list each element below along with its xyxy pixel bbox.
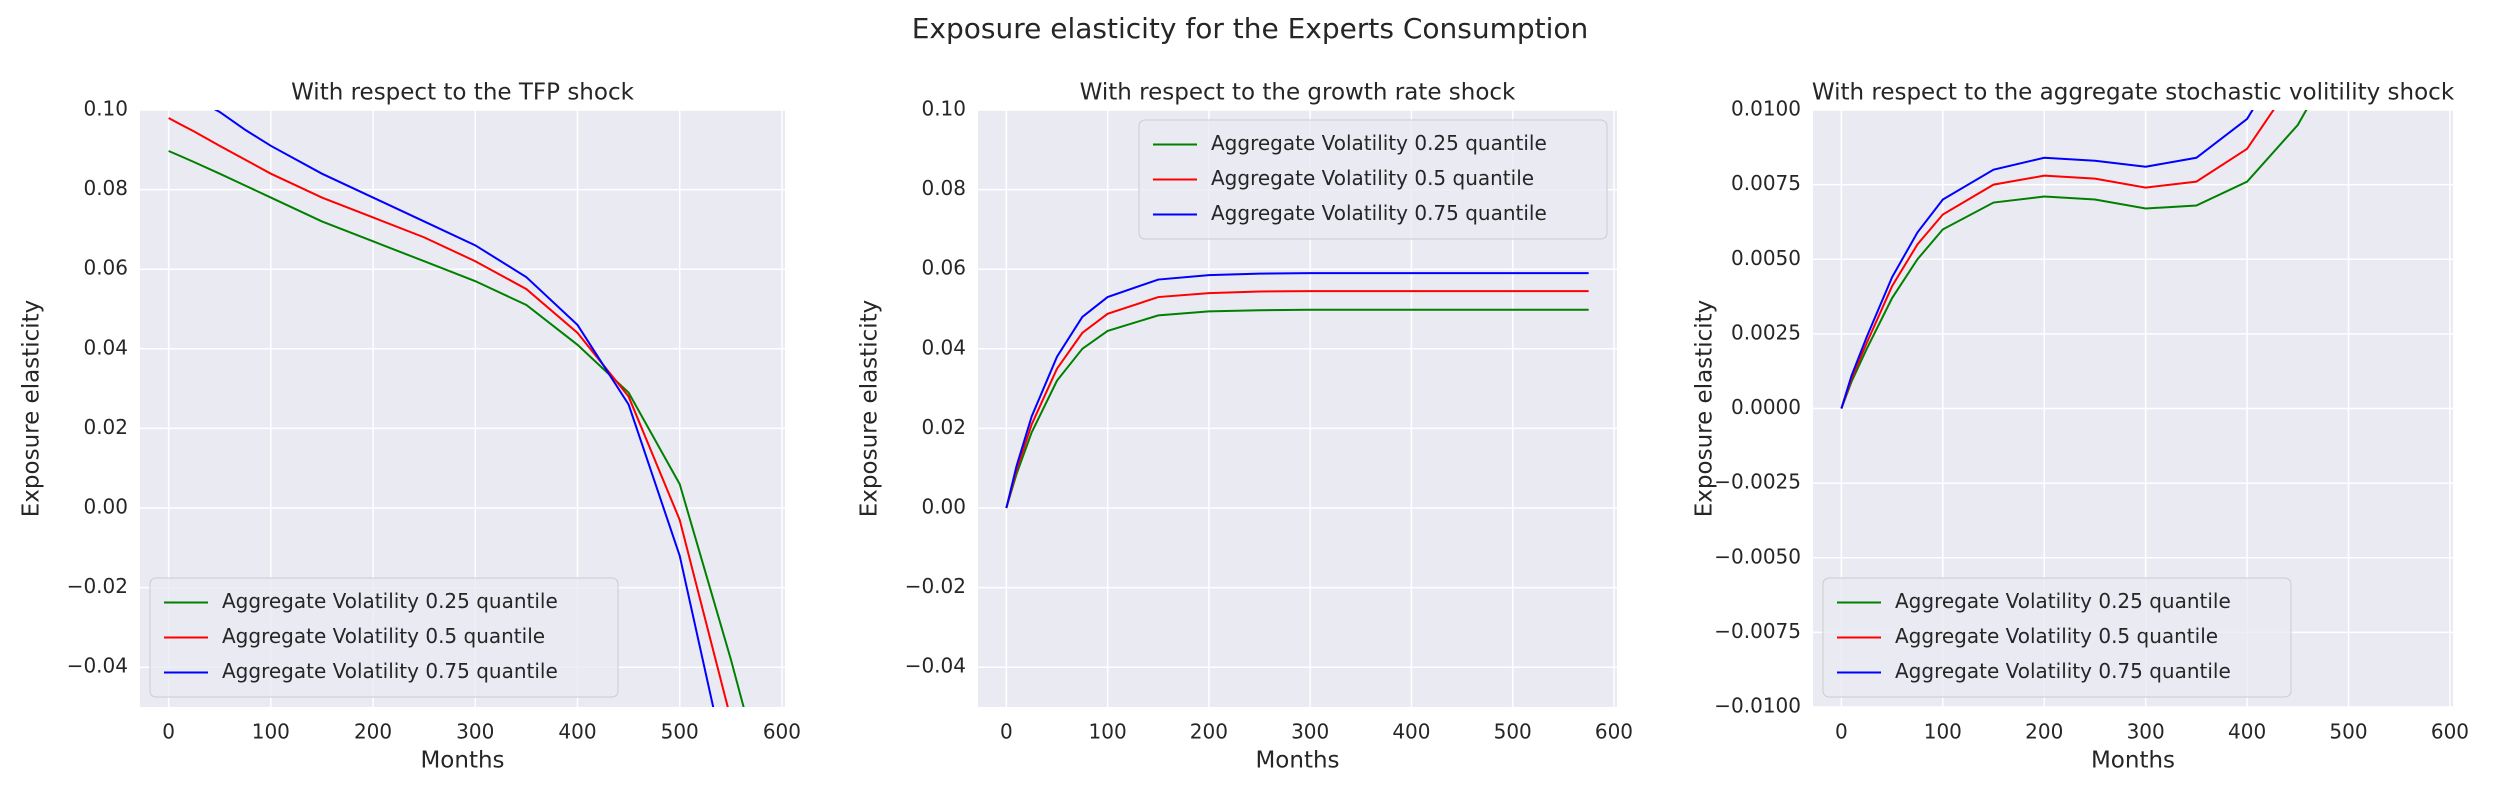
figure-title: Exposure elasticity for the Experts Cons… [912, 12, 1589, 45]
x-axis-label: Months [2091, 748, 2175, 774]
y-tick-label: 0.04 [921, 335, 966, 359]
legend-label: Aggregate Volatility 0.5 quantile [222, 624, 545, 648]
legend: Aggregate Volatility 0.25 quantile Aggreg… [1822, 577, 2292, 698]
y-tick-label: −0.04 [67, 654, 128, 678]
x-tick-label: 100 [252, 720, 290, 744]
y-tick-label: 0.00 [83, 495, 128, 519]
subplot-title: With respect to the growth rate shock [1080, 80, 1516, 106]
y-tick-label: −0.0025 [1714, 470, 1801, 494]
x-tick-label: 500 [1494, 720, 1532, 744]
y-tick-label: 0.10 [921, 97, 966, 121]
y-tick-label: 0.02 [83, 415, 128, 439]
y-tick-label: 0.06 [83, 256, 128, 280]
legend-label: Aggregate Volatility 0.75 quantile [222, 659, 558, 683]
x-tick-label: 200 [1190, 720, 1228, 744]
x-tick-label: 100 [1089, 720, 1127, 744]
x-tick-label: 500 [2329, 720, 2367, 744]
x-tick-label: 200 [2025, 720, 2063, 744]
x-tick-label: 400 [1392, 720, 1430, 744]
x-tick-label: 0 [1000, 720, 1013, 744]
x-tick-label: 300 [1291, 720, 1329, 744]
legend-label: Aggregate Volatility 0.5 quantile [1895, 624, 2218, 648]
y-axis-label: Exposure elasticity [1692, 300, 1718, 517]
y-tick-label: −0.02 [905, 574, 966, 598]
series-line [1840, 110, 2254, 409]
legend-label: Aggregate Volatility 0.5 quantile [1211, 166, 1534, 190]
x-tick-label: 0 [1835, 720, 1848, 744]
x-tick-label: 300 [2127, 720, 2165, 744]
x-tick-label: 600 [1595, 720, 1633, 744]
legend: Aggregate Volatility 0.25 quantile Aggreg… [149, 577, 619, 698]
y-tick-label: 0.02 [921, 415, 966, 439]
x-tick-label: 200 [354, 720, 392, 744]
y-axis-label: Exposure elasticity [19, 300, 45, 517]
legend-box [149, 577, 619, 698]
legend-label: Aggregate Volatility 0.25 quantile [222, 589, 558, 613]
legend-box [1138, 119, 1608, 240]
y-tick-label: 0.10 [83, 97, 128, 121]
x-tick-label: 600 [763, 720, 801, 744]
subplot: 0 100 200 300 400 500 600 −0.04 −0.02 0.00 0.02 0.0… [857, 80, 1634, 774]
x-tick-label: 300 [456, 720, 494, 744]
x-tick-label: 600 [2431, 720, 2469, 744]
legend-label: Aggregate Volatility 0.25 quantile [1211, 131, 1547, 155]
subplot-title: With respect to the aggregate stochastic… [1812, 80, 2455, 106]
legend: Aggregate Volatility 0.25 quantile Aggreg… [1138, 119, 1608, 240]
legend-box [1822, 577, 2292, 698]
series-line [168, 117, 729, 707]
y-tick-label: 0.06 [921, 256, 966, 280]
subplot: 0 100 200 300 400 500 600 −0.04 −0.02 0.00 0.02 0.0… [19, 80, 802, 774]
y-tick-label: −0.04 [905, 654, 966, 678]
y-tick-label: −0.0050 [1714, 544, 1801, 568]
y-tick-label: 0.04 [83, 335, 128, 359]
y-tick-label: 0.0000 [1731, 395, 1801, 419]
series-line [213, 110, 715, 707]
x-axis-label: Months [420, 748, 504, 774]
series-line [1005, 308, 1589, 509]
series-line [1840, 110, 2308, 409]
y-axis-label: Exposure elasticity [857, 300, 883, 517]
y-tick-label: 0.08 [921, 176, 966, 200]
legend-label: Aggregate Volatility 0.75 quantile [1895, 659, 2231, 683]
subplot: 0 100 200 300 400 500 600 −0.0100 −0.0075 −0.0050… [1692, 80, 2470, 774]
series-line [1005, 272, 1589, 509]
x-tick-label: 0 [162, 720, 175, 744]
x-tick-label: 400 [2228, 720, 2266, 744]
y-tick-label: 0.00 [921, 495, 966, 519]
y-tick-label: 0.08 [83, 176, 128, 200]
legend-label: Aggregate Volatility 0.25 quantile [1895, 589, 2231, 613]
y-tick-label: 0.0025 [1731, 320, 1801, 344]
x-axis-label: Months [1255, 748, 1339, 774]
series-line [1840, 110, 2275, 409]
y-tick-label: −0.0100 [1714, 694, 1801, 718]
y-tick-label: 0.0050 [1731, 246, 1801, 270]
x-tick-label: 500 [661, 720, 699, 744]
series-line [1005, 290, 1589, 509]
legend-label: Aggregate Volatility 0.75 quantile [1211, 201, 1547, 225]
y-tick-label: −0.0075 [1714, 619, 1801, 643]
x-tick-label: 400 [558, 720, 596, 744]
x-tick-label: 100 [1924, 720, 1962, 744]
y-tick-label: 0.0075 [1731, 171, 1801, 195]
subplot-title: With respect to the TFP shock [291, 80, 635, 106]
y-tick-label: 0.0100 [1731, 97, 1801, 121]
y-tick-label: −0.02 [67, 574, 128, 598]
series-line [168, 150, 745, 707]
